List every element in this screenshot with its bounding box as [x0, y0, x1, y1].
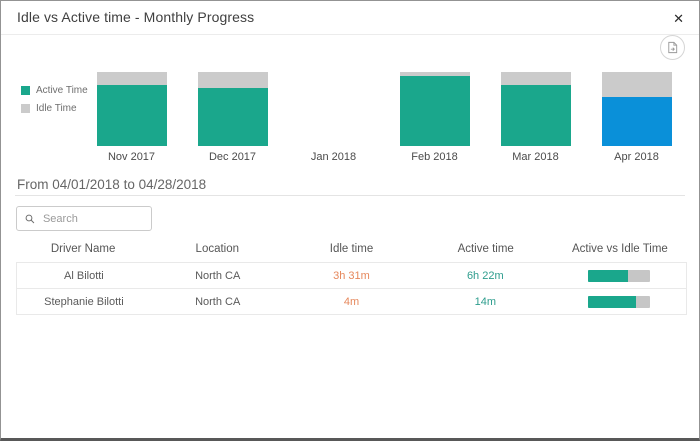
idle-segment: [96, 72, 167, 86]
column-header: Location: [195, 243, 240, 255]
chart-legend: Active Time Idle Time: [21, 85, 88, 121]
idle-time-cell: 3h 31m: [333, 269, 370, 282]
active-segment: [399, 76, 470, 146]
bar-slot: [384, 72, 485, 146]
search-icon: [25, 214, 35, 223]
column-header: Idle time: [329, 243, 374, 255]
search-input[interactable]: [40, 211, 143, 226]
search-box: [16, 206, 152, 231]
bar-feb-2018[interactable]: [399, 72, 470, 146]
driver-name-cell: Al Bilotti: [64, 269, 104, 282]
month-label: Jan 2018: [310, 151, 357, 163]
location-cell: North CA: [195, 269, 241, 282]
date-range-heading: From 04/01/2018 to 04/28/2018: [17, 177, 207, 192]
month-label: Mar 2018: [512, 151, 559, 163]
active-segment: [197, 87, 268, 146]
bar-dec-2017[interactable]: [197, 72, 268, 146]
idle-segment: [399, 72, 470, 77]
column-header: Active time: [457, 243, 514, 255]
active-time-cell: 6h 22m: [466, 269, 504, 282]
table-body: Al Bilotti North CA 3h 31m 6h 22m Stephanie …: [16, 262, 687, 315]
idle-segment: [197, 72, 268, 88]
bar-nov-2017[interactable]: [96, 72, 167, 146]
bar-slot: [485, 72, 586, 146]
active-vs-idle-bar: [588, 269, 651, 282]
close-icon: ✕: [673, 11, 684, 26]
idle-segment: [601, 72, 672, 98]
month-label: Dec 2017: [208, 151, 257, 163]
close-button[interactable]: ✕: [668, 6, 689, 32]
chart-bars: [81, 72, 687, 146]
active-segment: [500, 85, 571, 146]
table-row: Stephanie Bilotti North CA 4m 14m: [17, 289, 686, 314]
active-segment: [601, 97, 672, 146]
active-segment: [96, 85, 167, 146]
bar-slot: [586, 72, 687, 146]
legend-item: Idle Time: [21, 103, 88, 114]
table-header: Driver Name Location Idle time Active time A…: [16, 243, 687, 255]
idle-time-cell: 4m: [343, 295, 360, 308]
active-time-cell: 14m: [474, 295, 496, 308]
driver-name-cell: Stephanie Bilotti: [44, 295, 124, 308]
chart-labels: Nov 2017 Dec 2017 Jan 2018 Feb 2018 Mar 2018…: [81, 151, 687, 163]
active-portion: [588, 295, 637, 308]
dialog-title: Idle vs Active time - Monthly Progress: [17, 9, 255, 25]
bar-slot: [182, 72, 283, 146]
column-header: Driver Name: [50, 243, 116, 255]
section-divider: [15, 195, 685, 196]
bar-apr-2018[interactable]: [601, 72, 672, 146]
bar-mar-2018[interactable]: [500, 72, 571, 146]
active-vs-idle-cell: [552, 295, 686, 308]
idle-segment: [500, 72, 571, 86]
table-row: Al Bilotti North CA 3h 31m 6h 22m: [17, 263, 686, 289]
legend-label: Idle Time: [36, 103, 77, 114]
legend-swatch-icon: [21, 86, 30, 95]
dialog-header: Idle vs Active time - Monthly Progress ✕: [1, 1, 699, 35]
export-chart-button[interactable]: [660, 35, 685, 60]
legend-item: Active Time: [21, 85, 88, 96]
active-portion: [588, 269, 628, 282]
month-label: Nov 2017: [107, 151, 156, 163]
active-vs-idle-bar: [588, 295, 651, 308]
bar-slot: [81, 72, 182, 146]
location-cell: North CA: [195, 295, 241, 308]
active-vs-idle-cell: [552, 269, 686, 282]
legend-label: Active Time: [36, 85, 88, 96]
bar-slot: [283, 72, 384, 146]
month-label: Feb 2018: [411, 151, 458, 163]
month-label: Apr 2018: [614, 151, 659, 163]
legend-swatch-icon: [21, 104, 30, 113]
column-header: Active vs Idle Time: [571, 243, 668, 255]
document-export-icon: [668, 41, 678, 54]
